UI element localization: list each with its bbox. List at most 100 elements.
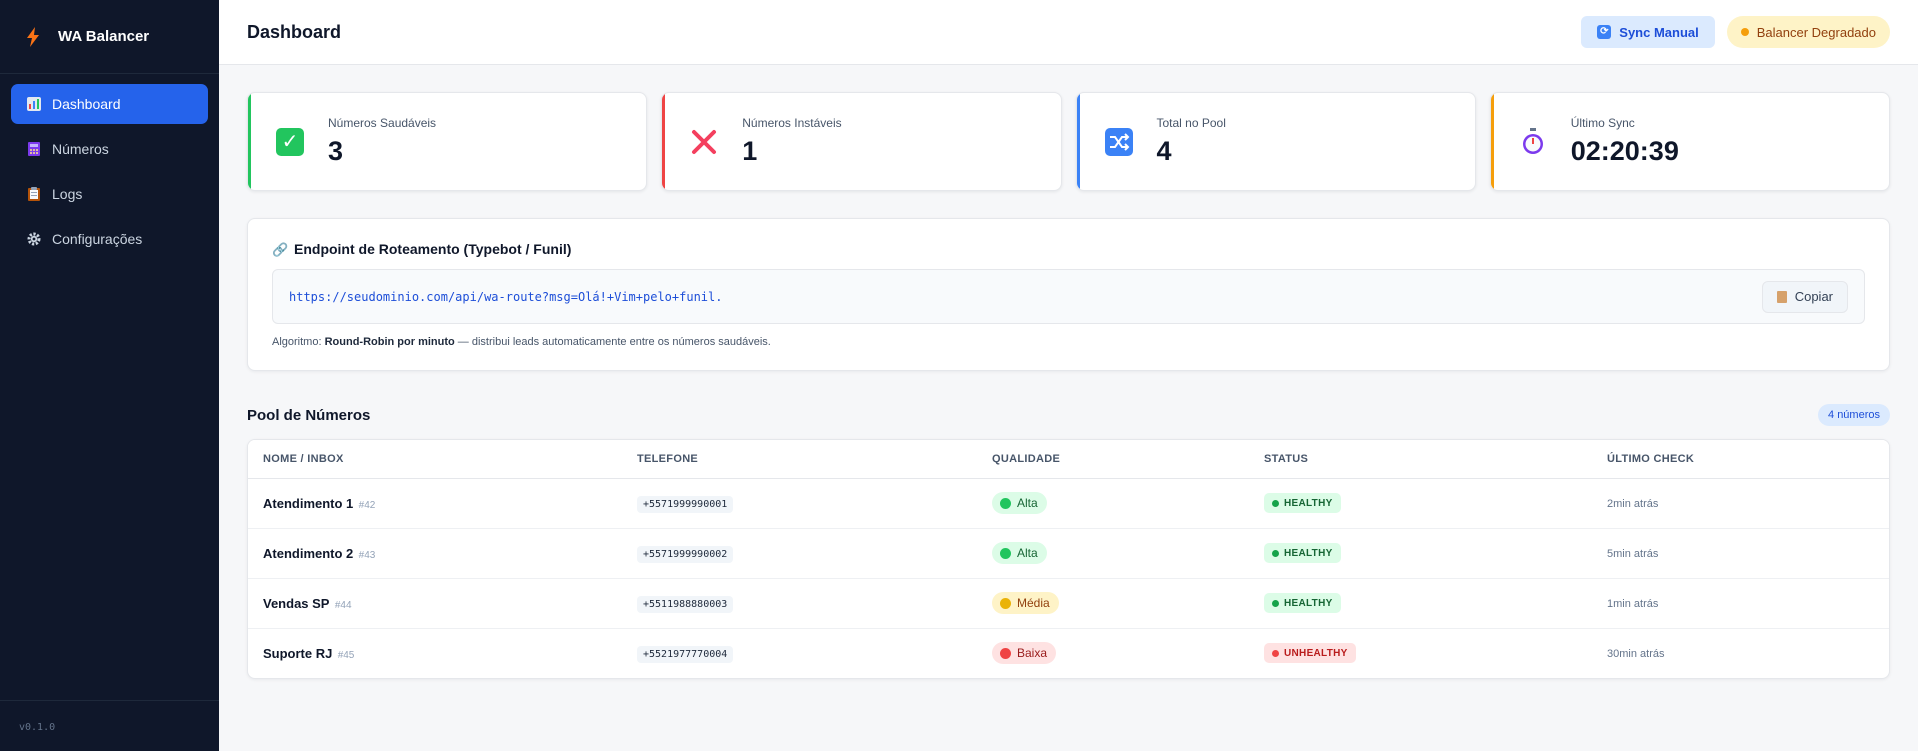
status-badge: HEALTHY xyxy=(1264,493,1341,513)
dashboard-content: ✓ Números Saudáveis 3 Números Instáveis … xyxy=(219,65,1918,679)
column-header[interactable]: TELEFONE xyxy=(622,440,977,479)
stat-label: Números Saudáveis xyxy=(328,116,437,130)
balancer-status-badge: Balancer Degradado xyxy=(1726,16,1890,48)
quality-badge: Alta xyxy=(992,492,1047,514)
inbox-name: Atendimento 2 xyxy=(263,545,354,561)
inbox-name: Vendas SP xyxy=(263,595,330,611)
lightning-icon xyxy=(27,26,39,47)
inbox-id: #45 xyxy=(337,649,355,661)
table-row[interactable]: Vendas SP #44 +5511988880003 Média HEALT… xyxy=(248,578,1889,629)
pool-title: Pool de Números xyxy=(247,406,371,424)
endpoint-box: https://seudominio.com/api/wa-route?msg=… xyxy=(272,269,1865,324)
phone-number: +5571999990001 xyxy=(637,496,734,513)
algo-prefix: Algoritmo: xyxy=(272,336,322,348)
stat-value: 02:20:39 xyxy=(1570,136,1679,166)
table-header-row: NOME / INBOX TELEFONE QUALIDADE STATUS Ú… xyxy=(248,440,1889,479)
table-row[interactable]: Suporte RJ #45 +5521977770004 Baixa UNHE… xyxy=(248,628,1889,678)
table-row[interactable]: Atendimento 1 #42 +5571999990001 Alta HE… xyxy=(248,478,1889,529)
status-dot xyxy=(1740,28,1749,36)
sync-button-label: Sync Manual xyxy=(1619,24,1699,40)
sidebar-item-configuracoes[interactable]: Configurações xyxy=(11,219,208,259)
sync-icon: ⟳ xyxy=(1597,25,1612,39)
stat-card-unstable: Números Instáveis 1 xyxy=(661,92,1062,191)
bar-chart-icon xyxy=(26,96,42,112)
algo-suffix: — distribui leads automaticamente entre … xyxy=(457,336,771,348)
status-badge: HEALTHY xyxy=(1264,543,1341,563)
stat-card-last-sync: Último Sync 02:20:39 xyxy=(1489,92,1890,191)
sidebar-divider xyxy=(0,700,219,701)
status-label: HEALTHY xyxy=(1284,597,1333,609)
sync-manual-button[interactable]: ⟳ Sync Manual xyxy=(1581,16,1715,48)
copy-button[interactable]: Copiar xyxy=(1761,280,1848,313)
last-check: 1min atrás xyxy=(1607,598,1659,610)
quality-label: Alta xyxy=(1017,496,1038,510)
stat-value: 3 xyxy=(328,136,344,166)
quality-label: Baixa xyxy=(1017,646,1048,661)
inbox-id: #43 xyxy=(358,549,376,561)
brand[interactable]: WA Balancer xyxy=(0,0,219,74)
endpoint-url[interactable]: https://seudominio.com/api/wa-route?msg=… xyxy=(289,289,723,304)
cross-icon xyxy=(690,128,718,156)
sidebar-nav: Dashboard Números Logs Configurações xyxy=(0,74,219,274)
stats-row: ✓ Números Saudáveis 3 Números Instáveis … xyxy=(247,92,1890,191)
status-badge: HEALTHY xyxy=(1264,593,1341,613)
gear-icon xyxy=(26,231,42,247)
status-label: HEALTHY xyxy=(1284,497,1333,509)
stat-label: Último Sync xyxy=(1570,116,1635,130)
sidebar: WA Balancer Dashboard Números Logs Confi… xyxy=(0,0,219,751)
inbox-name: Atendimento 1 xyxy=(263,495,354,511)
sidebar-item-dashboard[interactable]: Dashboard xyxy=(11,84,208,124)
column-header[interactable]: NOME / INBOX xyxy=(248,440,622,479)
link-icon: 🔗 xyxy=(272,242,289,257)
main-area: Dashboard ⟳ Sync Manual Balancer Degrada… xyxy=(219,0,1918,751)
status-dot xyxy=(1272,599,1279,607)
status-label: HEALTHY xyxy=(1284,547,1333,559)
algo-name: Round-Robin por minuto xyxy=(324,336,455,348)
quality-label: Alta xyxy=(1017,546,1038,560)
clipboard-icon xyxy=(1776,290,1787,303)
quality-dot xyxy=(1000,497,1011,509)
status-dot xyxy=(1272,649,1279,657)
version-label: v0.1.0 xyxy=(19,722,56,733)
stat-card-pool-total: Total no Pool 4 xyxy=(1075,92,1476,191)
last-check: 2min atrás xyxy=(1607,498,1659,510)
status-dot xyxy=(1272,549,1279,557)
sidebar-item-logs[interactable]: Logs xyxy=(11,174,208,214)
brand-name: WA Balancer xyxy=(58,28,150,45)
endpoint-title-text: Endpoint de Roteamento (Typebot / Funil) xyxy=(294,241,572,257)
pool-table-card: NOME / INBOX TELEFONE QUALIDADE STATUS Ú… xyxy=(247,439,1890,679)
stat-label: Total no Pool xyxy=(1156,116,1226,130)
stopwatch-icon xyxy=(1519,127,1547,156)
quality-badge: Alta xyxy=(992,542,1047,564)
sidebar-item-label: Logs xyxy=(52,186,83,202)
table-row[interactable]: Atendimento 2 #43 +5571999990002 Alta HE… xyxy=(248,528,1889,579)
last-check: 5min atrás xyxy=(1607,548,1659,560)
topbar: Dashboard ⟳ Sync Manual Balancer Degrada… xyxy=(219,0,1918,65)
phone-number: +5511988880003 xyxy=(637,596,734,613)
clipboard-icon xyxy=(26,186,42,202)
column-header[interactable]: STATUS xyxy=(1249,440,1592,479)
sidebar-item-label: Configurações xyxy=(52,231,143,247)
inbox-id: #42 xyxy=(358,499,376,511)
inbox-id: #44 xyxy=(334,599,352,611)
check-icon: ✓ xyxy=(276,127,304,156)
phone-number: +5571999990002 xyxy=(637,546,734,563)
status-label: UNHEALTHY xyxy=(1284,647,1348,659)
quality-label: Média xyxy=(1017,596,1050,610)
column-header[interactable]: QUALIDADE xyxy=(977,440,1249,479)
quality-dot xyxy=(1000,647,1011,659)
status-badge: UNHEALTHY xyxy=(1264,643,1356,664)
endpoint-title: 🔗 Endpoint de Roteamento (Typebot / Funi… xyxy=(272,241,1865,257)
quality-badge: Baixa xyxy=(992,642,1057,665)
sidebar-item-numeros[interactable]: Números xyxy=(11,129,208,169)
column-header[interactable]: ÚLTIMO CHECK xyxy=(1592,440,1889,479)
pool-count-badge: 4 números xyxy=(1818,404,1890,426)
page-title: Dashboard xyxy=(247,21,342,42)
stat-label: Números Instáveis xyxy=(742,116,842,130)
shuffle-icon xyxy=(1104,127,1133,156)
sidebar-item-label: Dashboard xyxy=(52,96,121,112)
pool-table: NOME / INBOX TELEFONE QUALIDADE STATUS Ú… xyxy=(248,440,1889,678)
last-check: 30min atrás xyxy=(1607,648,1665,661)
endpoint-panel: 🔗 Endpoint de Roteamento (Typebot / Funi… xyxy=(247,218,1890,371)
sidebar-item-label: Números xyxy=(52,141,109,157)
